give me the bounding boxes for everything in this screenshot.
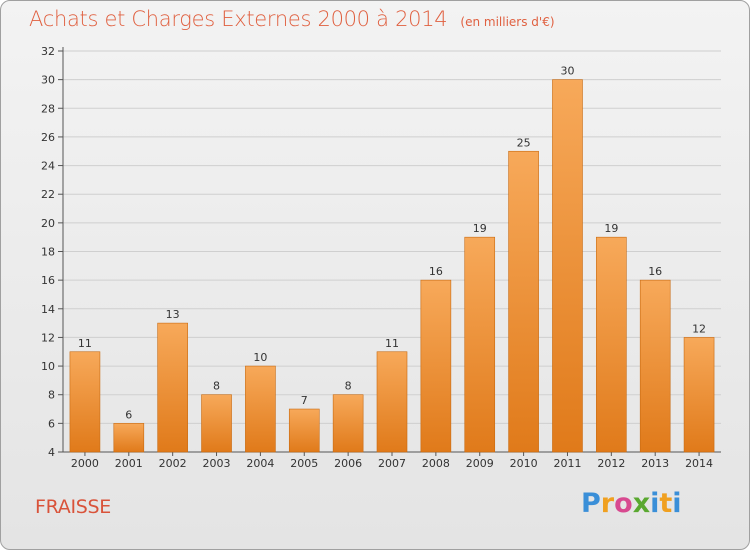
bar	[332, 394, 364, 453]
logo-letter: i	[650, 488, 660, 519]
x-tick-label: 2011	[553, 457, 581, 470]
x-tick-label: 2000	[71, 457, 99, 470]
logo-letter: P	[581, 488, 601, 519]
x-tick-label: 2010	[510, 457, 538, 470]
bar-value-label: 13	[166, 308, 180, 321]
title-row: Achats et Charges Externes 2000 à 2014 (…	[29, 7, 555, 31]
bar-value-label: 19	[604, 222, 618, 235]
bar	[552, 79, 583, 453]
y-tick-label: 32	[41, 45, 55, 58]
logo-letter: r	[600, 488, 615, 519]
bar	[113, 423, 145, 453]
bar	[639, 279, 671, 453]
logo-letter: t	[659, 488, 673, 519]
logo-letter: o	[614, 488, 633, 519]
bar	[596, 236, 627, 453]
chart-subtitle: (en milliers d'€)	[460, 15, 555, 29]
x-tick-label: 2009	[466, 457, 494, 470]
bar	[464, 236, 496, 453]
bar	[376, 351, 408, 453]
x-tick-label: 2014	[685, 457, 713, 470]
bar	[420, 279, 452, 453]
x-tick-label: 2005	[290, 457, 318, 470]
proxiti-logo: Proxiti	[581, 488, 682, 519]
y-tick-label: 10	[41, 360, 55, 373]
x-tick-label: 2001	[115, 457, 143, 470]
y-tick-label: 16	[41, 274, 55, 287]
x-tick-label: 2012	[597, 457, 625, 470]
y-tick-label: 8	[48, 389, 55, 402]
bar-value-label: 16	[648, 265, 662, 278]
bar	[245, 365, 276, 453]
logo-letter: i	[672, 488, 682, 519]
bar-value-label: 11	[385, 337, 399, 350]
x-tick-label: 2008	[422, 457, 450, 470]
x-tick-label: 2013	[641, 457, 669, 470]
y-tick-label: 24	[41, 160, 55, 173]
bar-value-label: 7	[301, 394, 308, 407]
bar-value-label: 8	[345, 380, 352, 393]
bar-value-label: 11	[78, 337, 92, 350]
bar	[157, 322, 188, 453]
y-tick-label: 4	[48, 446, 55, 459]
bar-value-label: 12	[692, 322, 706, 335]
x-tick-label: 2007	[378, 457, 406, 470]
place-label: FRAISSE	[35, 496, 111, 518]
bar	[508, 150, 539, 453]
logo-letter: x	[632, 488, 651, 519]
bar-value-label: 30	[560, 65, 574, 78]
bar	[69, 351, 101, 453]
bar	[683, 337, 715, 453]
bar	[288, 408, 320, 453]
bar-layer	[69, 79, 715, 453]
x-tick-label: 2003	[203, 457, 231, 470]
y-tick-label: 14	[41, 303, 55, 316]
y-tick-label: 26	[41, 131, 55, 144]
bar-value-label: 8	[213, 380, 220, 393]
bar-value-label: 25	[517, 136, 531, 149]
chart-title: Achats et Charges Externes 2000 à 2014	[29, 7, 448, 31]
x-tick-label: 2006	[334, 457, 362, 470]
y-tick-label: 6	[48, 417, 55, 430]
y-tick-label: 18	[41, 246, 55, 259]
y-tick-label: 22	[41, 188, 55, 201]
bar-value-label: 6	[125, 408, 132, 421]
bar-value-label: 16	[429, 265, 443, 278]
bar-value-label: 19	[473, 222, 487, 235]
label-layer: 4 6 8 10 12 14 16 18 20 22 24 26 28 30 32 11 2000 6 2001 13…	[41, 45, 713, 470]
x-tick-label: 2004	[246, 457, 274, 470]
y-tick-label: 12	[41, 331, 55, 344]
y-tick-label: 30	[41, 74, 55, 87]
y-tick-label: 20	[41, 217, 55, 230]
x-tick-label: 2002	[159, 457, 187, 470]
bar-value-label: 10	[253, 351, 267, 364]
bar	[201, 394, 232, 453]
y-tick-label: 28	[41, 102, 55, 115]
